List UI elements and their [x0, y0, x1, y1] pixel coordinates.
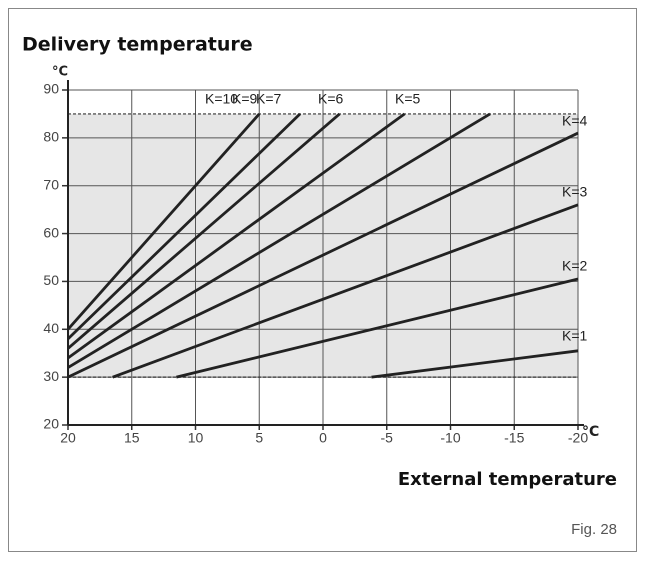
curve: [67, 112, 341, 350]
curve: [67, 112, 302, 340]
x-tick-label: 15: [124, 430, 140, 446]
legend-label: K=4: [562, 113, 588, 129]
x-axis-label: External temperature: [398, 469, 617, 490]
legend-label: K=1: [562, 328, 588, 344]
y-tick-label: 20: [43, 416, 59, 432]
legend-label: K=2: [562, 258, 588, 274]
x-tick-label: -20: [568, 430, 588, 446]
x-tick-label: 20: [60, 430, 76, 446]
x-unit: °C: [582, 424, 599, 440]
legend-label: K=7: [256, 91, 282, 107]
figure-label: Fig. 28: [571, 521, 617, 538]
legend-label: K=6: [318, 91, 344, 107]
x-tick-label: 5: [255, 430, 263, 446]
curve: [371, 349, 579, 379]
y-unit: °C: [52, 65, 68, 80]
curve: [67, 112, 406, 360]
curve: [66, 112, 261, 331]
legend-label: K=5: [395, 91, 421, 107]
x-tick-label: 0: [319, 430, 327, 446]
curve: [67, 131, 579, 379]
legend-label: K=3: [562, 184, 588, 200]
curve: [112, 203, 579, 379]
chart-title: Delivery temperature: [22, 34, 253, 56]
y-tick-label: 60: [43, 224, 59, 240]
y-tick-label: 50: [43, 272, 59, 288]
x-tick-label: -15: [504, 430, 524, 446]
y-tick-label: 90: [43, 81, 59, 97]
legend-label: K=10: [205, 91, 238, 107]
curve: [67, 112, 491, 369]
y-tick-label: 80: [43, 129, 59, 145]
x-tick-label: 10: [188, 430, 204, 446]
x-tick-label: -5: [381, 430, 394, 446]
legend-label: K=9: [232, 91, 258, 107]
y-tick-label: 40: [43, 320, 59, 336]
y-tick-label: 30: [43, 368, 59, 384]
y-tick-label: 70: [43, 176, 59, 192]
x-tick-label: -10: [440, 430, 460, 446]
curve: [176, 277, 579, 379]
